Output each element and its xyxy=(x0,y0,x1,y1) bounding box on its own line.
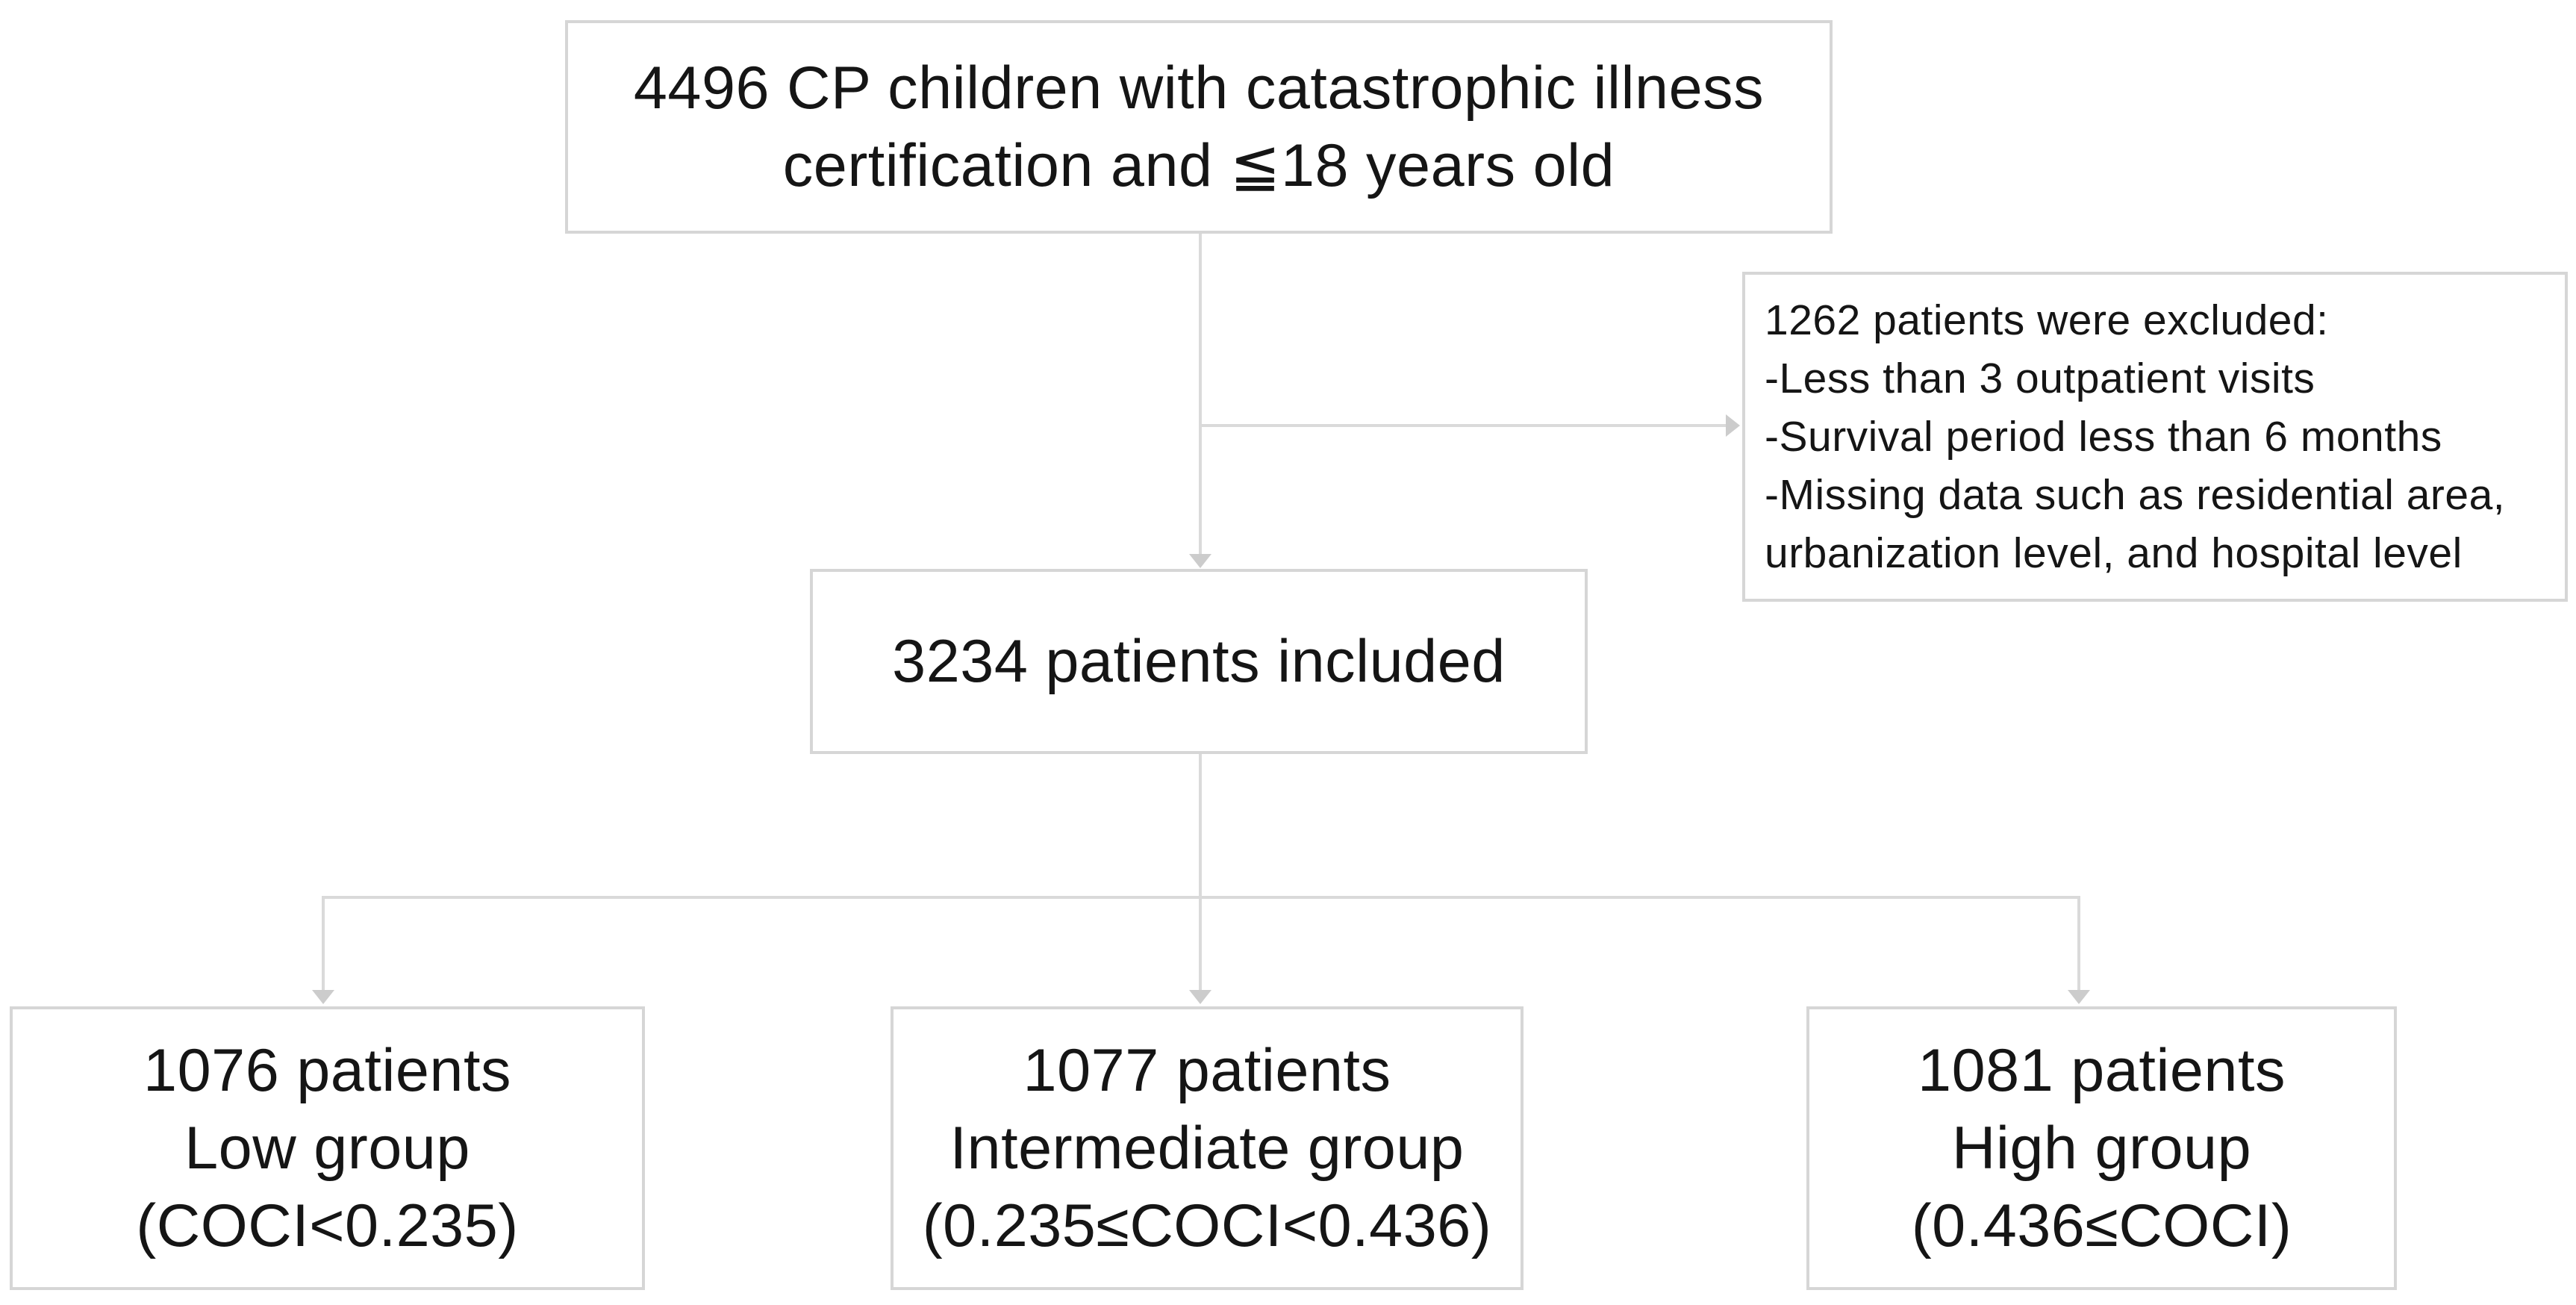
box-high-group-line: High group xyxy=(1951,1115,2252,1182)
box-low-group-line: (COCI<0.235) xyxy=(136,1192,519,1259)
box-excluded-line: -Missing data such as residential area, xyxy=(1765,471,2506,519)
connector-drop-low xyxy=(322,896,325,991)
box-initial-population-line: 4496 CP children with catastrophic illne… xyxy=(633,54,1765,122)
arrowhead-high-icon xyxy=(2068,990,2090,1004)
box-intermediate-group-line: Intermediate group xyxy=(949,1115,1465,1182)
box-low-group-line: Low group xyxy=(184,1115,470,1182)
box-low-group: 1076 patients Low group (COCI<0.235) xyxy=(10,1006,645,1290)
box-excluded-line: -Less than 3 outpatient visits xyxy=(1765,355,2315,402)
box-low-group-line: 1076 patients xyxy=(143,1037,511,1104)
box-included-line: 3234 patients included xyxy=(892,628,1506,695)
box-included-patients: 3234 patients included xyxy=(810,569,1588,754)
arrowhead-low-icon xyxy=(312,990,334,1004)
box-intermediate-group-line: (0.235≤COCI<0.436) xyxy=(922,1192,1492,1259)
box-high-group-line: 1081 patients xyxy=(1918,1037,2286,1104)
box-initial-population-line: certification and ≦18 years old xyxy=(782,132,1615,199)
box-high-group: 1081 patients High group (0.436≤COCI) xyxy=(1806,1006,2397,1290)
box-excluded-patients: 1262 patients were excluded: -Less than … xyxy=(1742,272,2568,602)
arrowhead-excluded-icon xyxy=(1726,414,1740,437)
box-high-group-line: (0.436≤COCI) xyxy=(1911,1192,2292,1259)
box-intermediate-group: 1077 patients Intermediate group (0.235≤… xyxy=(891,1006,1524,1290)
connector-drop-high xyxy=(2077,896,2080,991)
connector-included-down xyxy=(1199,754,1202,899)
box-intermediate-group-line: 1077 patients xyxy=(1023,1037,1391,1104)
arrowhead-included-icon xyxy=(1189,554,1211,568)
arrowhead-intermediate-icon xyxy=(1189,990,1211,1004)
box-excluded-line: urbanization level, and hospital level xyxy=(1765,529,2463,577)
box-excluded-line: 1262 patients were excluded: xyxy=(1765,296,2329,344)
connector-to-excluded xyxy=(1199,424,1730,427)
box-excluded-line: -Survival period less than 6 months xyxy=(1765,413,2442,461)
connector-top-to-included xyxy=(1199,234,1202,564)
box-initial-population: 4496 CP children with catastrophic illne… xyxy=(565,20,1833,234)
connector-drop-intermediate xyxy=(1199,896,1202,991)
